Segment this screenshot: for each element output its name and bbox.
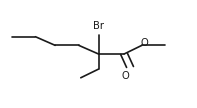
Text: O: O	[141, 38, 149, 48]
Text: Br: Br	[93, 21, 104, 31]
Text: O: O	[121, 71, 129, 81]
